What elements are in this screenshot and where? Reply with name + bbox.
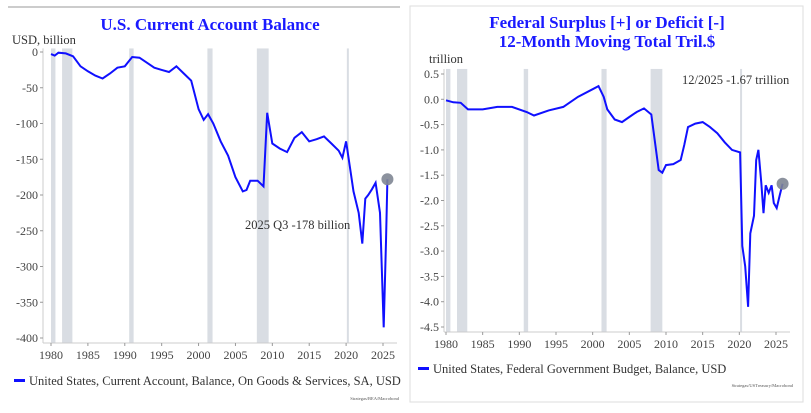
recession-band bbox=[446, 68, 451, 332]
x-tick-label: 1980 bbox=[39, 348, 63, 362]
latest-point-marker bbox=[776, 177, 789, 190]
x-tick-label: 2020 bbox=[727, 337, 751, 351]
y-tick-label: -0.5 bbox=[420, 118, 439, 132]
current-account-line bbox=[50, 51, 389, 328]
y-tick-label: -2.0 bbox=[420, 194, 439, 208]
recession-band bbox=[51, 48, 56, 344]
y-tick-label: 0.5 bbox=[424, 67, 439, 81]
annotation: 2025 Q3 -178 billion bbox=[245, 218, 351, 232]
y-tick-label: -3.0 bbox=[420, 244, 439, 258]
recession-band bbox=[129, 48, 134, 344]
x-tick-label: 2025 bbox=[764, 337, 788, 351]
recession-band bbox=[457, 68, 468, 332]
latest-point-marker bbox=[381, 173, 394, 186]
recession-band bbox=[346, 48, 349, 344]
y-tick-label: 0.0 bbox=[424, 92, 439, 106]
chart-title: Federal Surplus [+] or Deficit [-] bbox=[489, 13, 725, 32]
legend-swatch bbox=[14, 379, 25, 382]
axes: 0.5 0.0 -0.5 -1.0 -1.5 -2.0 -2.5 -3.0 -3.5 -4.0 -4… bbox=[420, 67, 790, 351]
x-tick-label: 1990 bbox=[507, 337, 531, 351]
chart-subtitle: 12-Month Moving Total Tril.$ bbox=[499, 32, 716, 51]
x-tick-label: 1990 bbox=[113, 348, 137, 362]
recession-bands bbox=[51, 48, 349, 344]
recession-band bbox=[256, 48, 269, 344]
y-tick-label: -400 bbox=[16, 331, 38, 345]
recession-band bbox=[62, 48, 73, 344]
chart-title: U.S. Current Account Balance bbox=[100, 15, 320, 34]
source-note: Strategas/BEA/Macrobond bbox=[350, 396, 399, 401]
x-tick-label: 2005 bbox=[617, 337, 641, 351]
y-axis-label: USD, billion bbox=[12, 33, 77, 47]
legend-label: United States, Current Account, Balance,… bbox=[29, 374, 401, 388]
budget-balance-line bbox=[445, 84, 784, 307]
y-tick-label: -1.5 bbox=[420, 168, 439, 182]
x-tick-label: 2000 bbox=[581, 337, 605, 351]
y-tick-label: -2.5 bbox=[420, 219, 439, 233]
annotation: 12/2025 -1.67 trillion bbox=[682, 73, 790, 87]
x-tick-label: 2005 bbox=[223, 348, 247, 362]
x-tick-label: 1995 bbox=[544, 337, 568, 351]
x-tick-label: 2010 bbox=[654, 337, 678, 351]
recession-band bbox=[650, 68, 663, 332]
x-tick-label: 1985 bbox=[76, 348, 100, 362]
y-tick-label: -100 bbox=[16, 117, 38, 131]
y-tick-label: -350 bbox=[16, 295, 38, 309]
x-tick-label: 2020 bbox=[334, 348, 358, 362]
x-tick-label: 2015 bbox=[297, 348, 321, 362]
y-tick-label: -1.0 bbox=[420, 143, 439, 157]
x-tick-label: 1985 bbox=[471, 337, 495, 351]
y-tick-label: -4.5 bbox=[420, 320, 439, 334]
y-tick-label: -4.0 bbox=[420, 295, 439, 309]
y-tick-label: -300 bbox=[16, 260, 38, 274]
y-tick-label: -200 bbox=[16, 188, 38, 202]
legend-swatch bbox=[418, 367, 429, 370]
x-tick-label: 2000 bbox=[187, 348, 211, 362]
y-tick-label: -150 bbox=[16, 152, 38, 166]
y-axis-label: trillion bbox=[429, 52, 464, 66]
legend-label: United States, Federal Government Budget… bbox=[433, 362, 726, 376]
recession-band bbox=[207, 48, 213, 344]
federal-deficit-chart: 0.5 0.0 -0.5 -1.0 -1.5 -2.0 -2.5 -3.0 -3.5 -4.0 -4… bbox=[418, 13, 794, 388]
x-tick-label: 2025 bbox=[371, 348, 395, 362]
x-tick-label: 2010 bbox=[260, 348, 284, 362]
y-tick-label: -250 bbox=[16, 224, 38, 238]
y-tick-label: -50 bbox=[22, 81, 38, 95]
recession-band bbox=[523, 68, 529, 332]
recession-band bbox=[601, 68, 607, 332]
y-tick-label: -3.5 bbox=[420, 269, 439, 283]
y-tick-label: 0 bbox=[32, 45, 38, 59]
source-note: Strategas/USTreasury/Macrobond bbox=[732, 383, 794, 388]
x-tick-label: 1995 bbox=[150, 348, 174, 362]
x-tick-label: 1980 bbox=[434, 337, 458, 351]
right-panel-frame bbox=[409, 5, 804, 403]
x-tick-label: 2015 bbox=[691, 337, 715, 351]
